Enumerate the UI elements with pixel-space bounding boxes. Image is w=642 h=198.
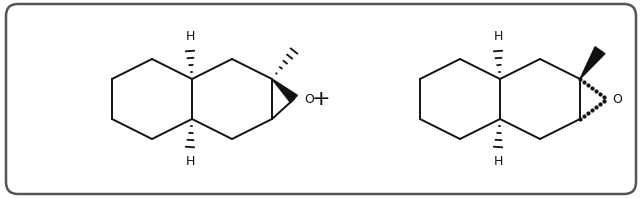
Polygon shape — [272, 79, 297, 103]
Text: O: O — [304, 92, 314, 106]
Text: +: + — [311, 89, 331, 109]
Polygon shape — [580, 47, 605, 79]
Text: O: O — [612, 92, 622, 106]
Text: H: H — [186, 155, 195, 168]
Text: H: H — [493, 30, 503, 43]
Text: H: H — [186, 30, 195, 43]
Text: H: H — [493, 155, 503, 168]
FancyBboxPatch shape — [6, 4, 636, 194]
